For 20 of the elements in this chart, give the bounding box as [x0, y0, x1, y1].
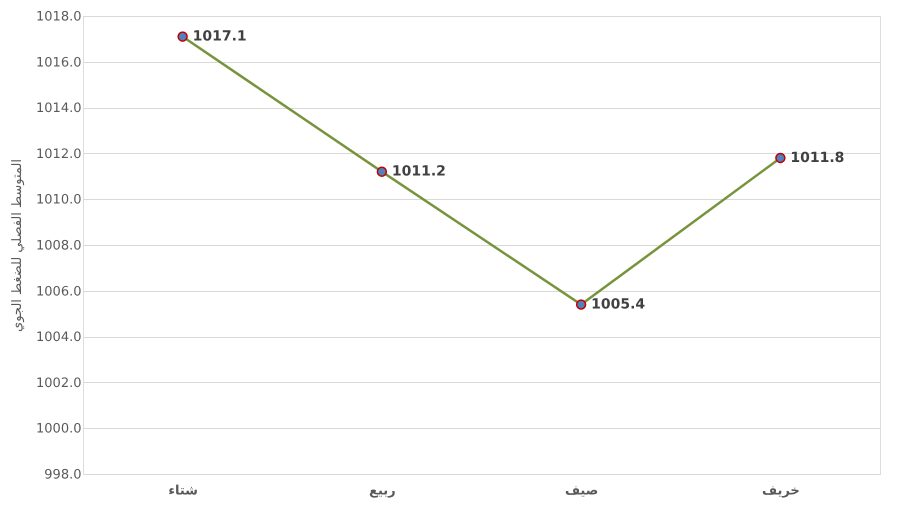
y-tick-label: 1018.0	[36, 10, 82, 24]
y-axis-title: المتوسط الفصلي للضغط الجوي	[10, 159, 26, 332]
data-label: 1011.2	[392, 164, 446, 180]
y-tick-label: 1006.0	[36, 284, 82, 300]
y-tick-label: 1008.0	[36, 238, 82, 254]
y-tick-label: 1004.0	[36, 330, 82, 346]
y-tick-label: 1002.0	[36, 376, 82, 391]
x-tick-label: صيف	[564, 484, 598, 498]
y-tick-label: 1012.0	[36, 146, 82, 162]
y-tick-label: 1010.0	[36, 192, 82, 208]
y-tick-label: 1014.0	[36, 101, 82, 116]
data-label: 1017.1	[192, 28, 247, 45]
y-tick-label: 998.0	[44, 468, 82, 482]
x-tick-label: شتاء	[168, 484, 198, 498]
data-label: 1005.4	[591, 296, 646, 313]
data-label: 1011.8	[790, 150, 844, 166]
y-tick-label: 1000.0	[36, 422, 82, 437]
y-tick-label: 1016.0	[36, 55, 82, 70]
x-tick-label: خريف	[762, 484, 800, 498]
x-tick-label: ربيع	[369, 484, 396, 498]
